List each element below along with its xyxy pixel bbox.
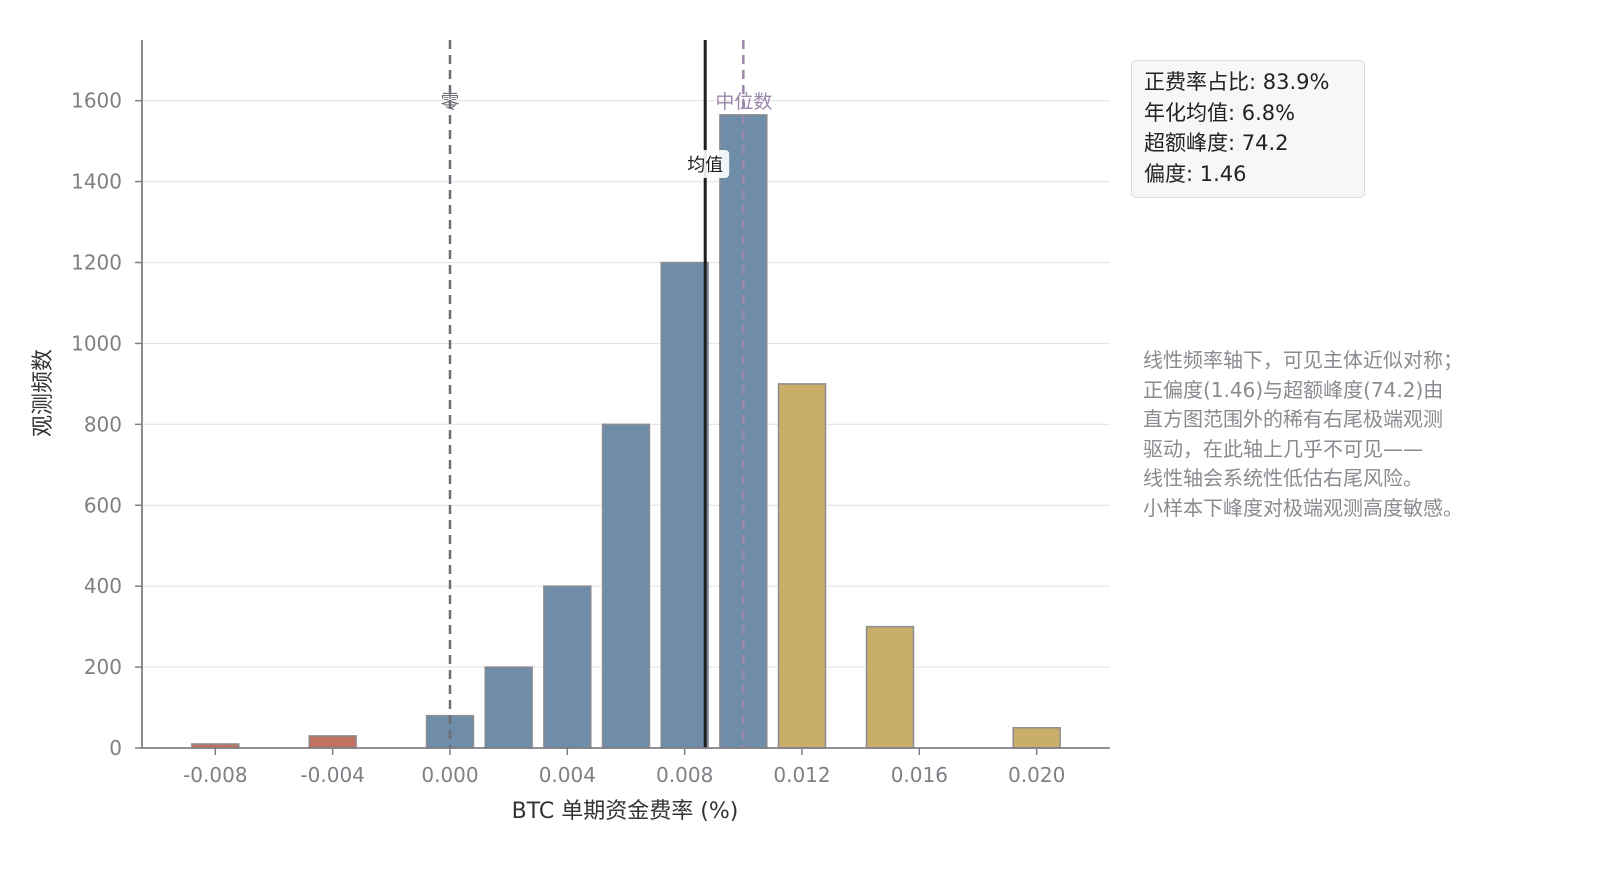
y-axis-title: 观测频数 [31, 349, 56, 437]
x-tick-label: -0.004 [300, 763, 364, 787]
reference-label: 零 [440, 91, 459, 113]
histogram-bar [865, 625, 915, 749]
histogram-bar [543, 585, 592, 749]
x-tick-label: 0.012 [773, 763, 830, 787]
histogram-bar [601, 423, 651, 749]
annotation-line: 线性轴会系统性低估右尾风险。 [1143, 466, 1423, 490]
y-tick-label: 1000 [71, 331, 122, 355]
y-tick-label: 600 [84, 493, 122, 517]
y-tick-label: 1400 [71, 170, 122, 194]
y-tick-label: 1200 [71, 251, 122, 275]
reference-label: 均值 [687, 155, 723, 176]
stat-positive-ratio: 正费率占比: 83.9% [1144, 70, 1330, 94]
reference-lines: 零均值 中位数 [440, 40, 772, 748]
y-tick-label: 200 [84, 655, 122, 679]
x-tick-label: -0.008 [183, 763, 247, 787]
stats-box: 正费率占比: 83.9% 年化均值: 6.8% 超额峰度: 74.2 偏度: 1… [1131, 60, 1365, 198]
histogram-bar [484, 666, 533, 749]
annotation-line: 直方图范围外的稀有右尾极端观测 [1143, 407, 1443, 431]
x-axis-title: BTC 单期资金费率 (%) [512, 799, 739, 824]
y-tick-label: 400 [84, 574, 122, 598]
histogram-bar [1012, 727, 1061, 749]
y-tick-label: 1600 [71, 89, 122, 113]
reference-label: 中位数 [715, 91, 772, 113]
histogram-bars [191, 114, 1061, 749]
x-tick-label: 0.020 [1008, 763, 1065, 787]
stat-skewness: 偏度: 1.46 [1144, 161, 1247, 186]
annotation-note: 线性频率轴下，可见主体近似对称； 正偏度(1.46)与超额峰度(74.2)由 直… [1143, 346, 1573, 523]
histogram-bar [308, 735, 357, 749]
y-tick-label: 0 [109, 736, 122, 760]
y-tick-label: 800 [84, 412, 122, 436]
x-tick-label: 0.000 [421, 763, 478, 787]
x-tick-label: 0.008 [656, 763, 713, 787]
annotation-line: 正偏度(1.46)与超额峰度(74.2)由 [1143, 377, 1444, 402]
stat-excess-kurtosis: 超额峰度: 74.2 [1144, 131, 1289, 155]
histogram-bar [777, 383, 827, 749]
histogram-bar [660, 261, 709, 749]
annotation-line: 驱动，在此轴上几乎不可见—— [1143, 436, 1423, 461]
stat-annualized-mean: 年化均值: 6.8% [1144, 100, 1296, 125]
x-tick-label: 0.004 [539, 763, 596, 787]
annotation-line: 小样本下峰度对极端观测高度敏感。 [1143, 495, 1463, 520]
reference-label-background [685, 150, 730, 178]
axes: 0 200 400 600 800 1000 1200 1400 1600 -0.008 -0.00… [71, 40, 1110, 787]
annotation-line: 线性频率轴下，可见主体近似对称； [1143, 348, 1463, 372]
x-tick-label: 0.016 [891, 763, 948, 787]
